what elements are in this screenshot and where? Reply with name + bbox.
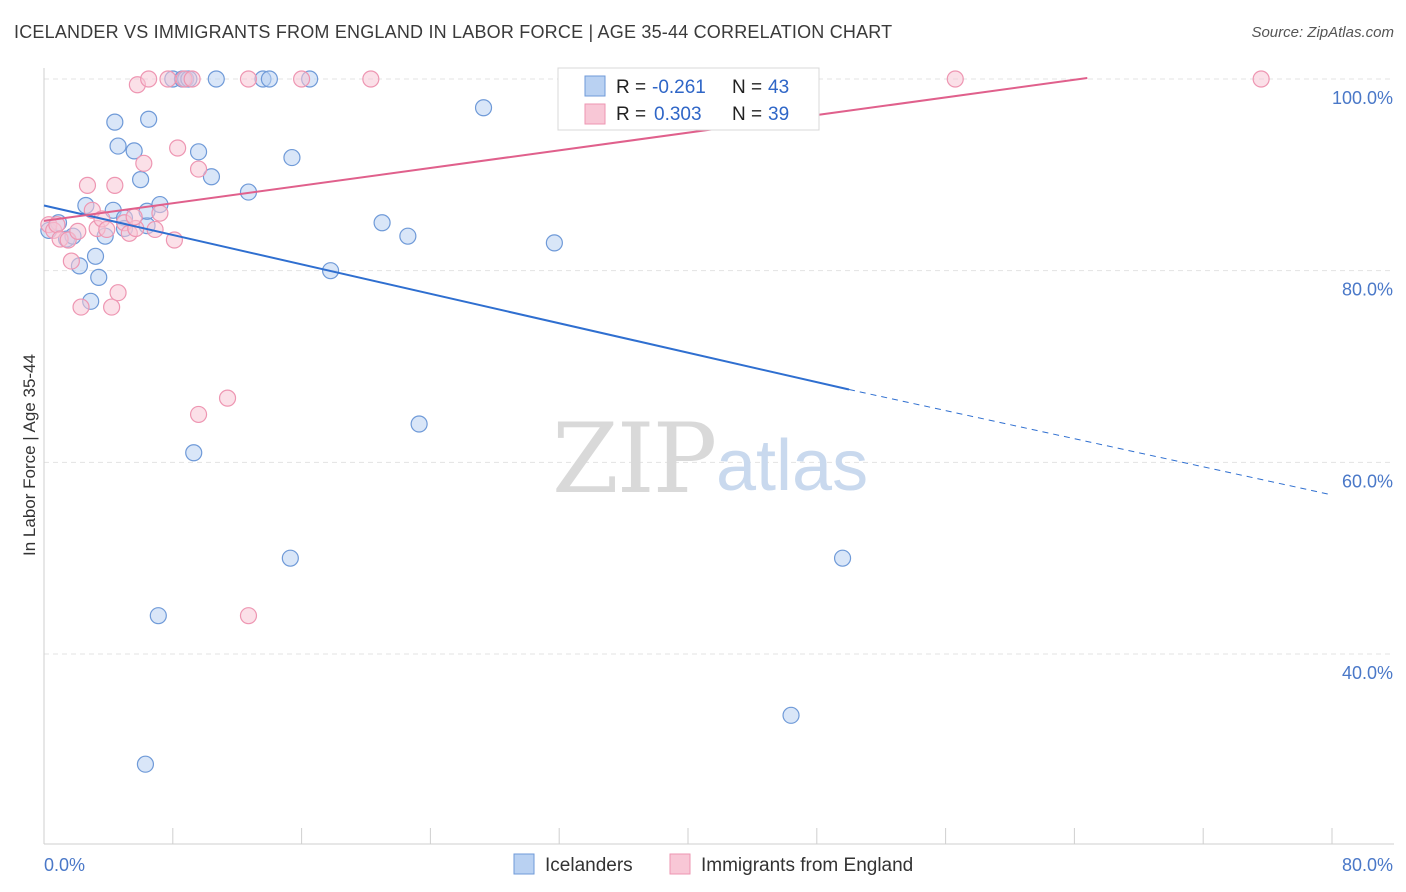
legend-n-label-2: N = bbox=[732, 104, 762, 125]
data-point bbox=[135, 154, 153, 172]
data-point bbox=[159, 70, 177, 88]
data-point bbox=[281, 549, 299, 567]
data-point bbox=[132, 171, 150, 189]
legend-r-label-2: R = bbox=[616, 104, 646, 125]
x-tick-labels: 0.0% 80.0% bbox=[44, 855, 1393, 875]
trend-line-icelanders-extrapolated bbox=[848, 389, 1333, 496]
series-england-points bbox=[40, 70, 1270, 625]
data-point bbox=[239, 607, 258, 625]
data-point bbox=[72, 298, 90, 316]
legend-n-label-1: N = bbox=[732, 77, 762, 98]
axes bbox=[43, 68, 1394, 845]
legend-swatch-blue bbox=[584, 75, 606, 97]
series-label-england: Immigrants from England bbox=[701, 855, 913, 876]
data-point bbox=[185, 444, 203, 462]
watermark-atlas: atlas bbox=[716, 426, 868, 506]
data-point bbox=[833, 549, 852, 567]
data-point bbox=[140, 110, 158, 128]
correlation-legend: R = -0.261 N = 43 R = 0.303 N = 39 bbox=[557, 67, 820, 131]
series-swatch-england bbox=[669, 853, 691, 875]
y-axis-label: In Labor Force | Age 35-44 bbox=[20, 354, 39, 556]
series-icelanders-points bbox=[40, 70, 852, 773]
legend-r-value-1: -0.261 bbox=[652, 77, 706, 98]
legend-n-value-2: 39 bbox=[768, 104, 789, 125]
data-point bbox=[136, 755, 155, 773]
data-point bbox=[109, 137, 127, 155]
data-point bbox=[1252, 70, 1270, 88]
data-point bbox=[189, 405, 208, 424]
data-point bbox=[109, 284, 127, 302]
y-tick-label: 40.0% bbox=[1342, 663, 1393, 683]
data-point bbox=[239, 70, 258, 88]
data-point bbox=[946, 70, 964, 88]
data-point bbox=[218, 389, 237, 407]
data-point bbox=[207, 70, 225, 88]
data-point bbox=[782, 706, 800, 724]
data-point bbox=[151, 204, 169, 222]
data-point bbox=[545, 234, 563, 252]
chart-title: ICELANDER VS IMMIGRANTS FROM ENGLAND IN … bbox=[14, 22, 893, 42]
data-point bbox=[183, 70, 201, 88]
data-point bbox=[362, 70, 380, 88]
data-point bbox=[103, 298, 121, 316]
gridlines bbox=[44, 78, 1394, 655]
data-point bbox=[125, 142, 143, 160]
trend-lines bbox=[43, 77, 1333, 496]
data-point bbox=[106, 113, 124, 131]
data-point bbox=[106, 176, 124, 194]
data-point bbox=[189, 160, 208, 178]
data-point bbox=[125, 208, 143, 226]
series-label-icelanders: Icelanders bbox=[545, 855, 633, 876]
data-point bbox=[140, 70, 158, 88]
data-point bbox=[373, 214, 391, 232]
y-tick-labels: 40.0% 60.0% 80.0% 100.0% bbox=[1332, 88, 1393, 683]
data-point bbox=[474, 99, 493, 117]
data-point bbox=[260, 70, 278, 88]
trend-line-england bbox=[43, 77, 1088, 222]
data-point bbox=[399, 227, 417, 245]
data-point bbox=[98, 220, 116, 239]
legend-r-value-2: 0.303 bbox=[654, 104, 702, 125]
data-points bbox=[40, 70, 1270, 773]
x-tick-label-min: 0.0% bbox=[44, 855, 85, 875]
y-tick-label: 80.0% bbox=[1342, 280, 1393, 300]
series-swatch-icelanders bbox=[513, 853, 535, 875]
data-point bbox=[62, 252, 80, 270]
legend-n-value-1: 43 bbox=[768, 77, 789, 98]
data-point bbox=[169, 139, 187, 157]
data-point bbox=[69, 222, 87, 240]
data-point bbox=[149, 607, 167, 625]
y-tick-label: 60.0% bbox=[1342, 471, 1393, 491]
data-point bbox=[86, 247, 105, 265]
watermark-zip: ZIP bbox=[552, 403, 715, 515]
source-label: Source: ZipAtlas.com bbox=[1251, 24, 1394, 41]
data-point bbox=[283, 148, 301, 167]
legend-r-label-1: R = bbox=[616, 77, 646, 98]
x-tick-label-max: 80.0% bbox=[1342, 855, 1393, 875]
data-point bbox=[410, 415, 428, 433]
data-point bbox=[202, 168, 221, 186]
series-legend: Icelanders Immigrants from England bbox=[513, 853, 913, 876]
data-point bbox=[90, 268, 108, 286]
watermark: ZIP atlas bbox=[552, 403, 868, 515]
data-point bbox=[293, 70, 311, 88]
y-tick-label: 100.0% bbox=[1332, 88, 1393, 108]
legend-swatch-pink bbox=[584, 103, 606, 125]
data-point bbox=[78, 176, 97, 194]
trend-line-icelanders bbox=[43, 204, 850, 391]
data-point bbox=[189, 143, 208, 161]
